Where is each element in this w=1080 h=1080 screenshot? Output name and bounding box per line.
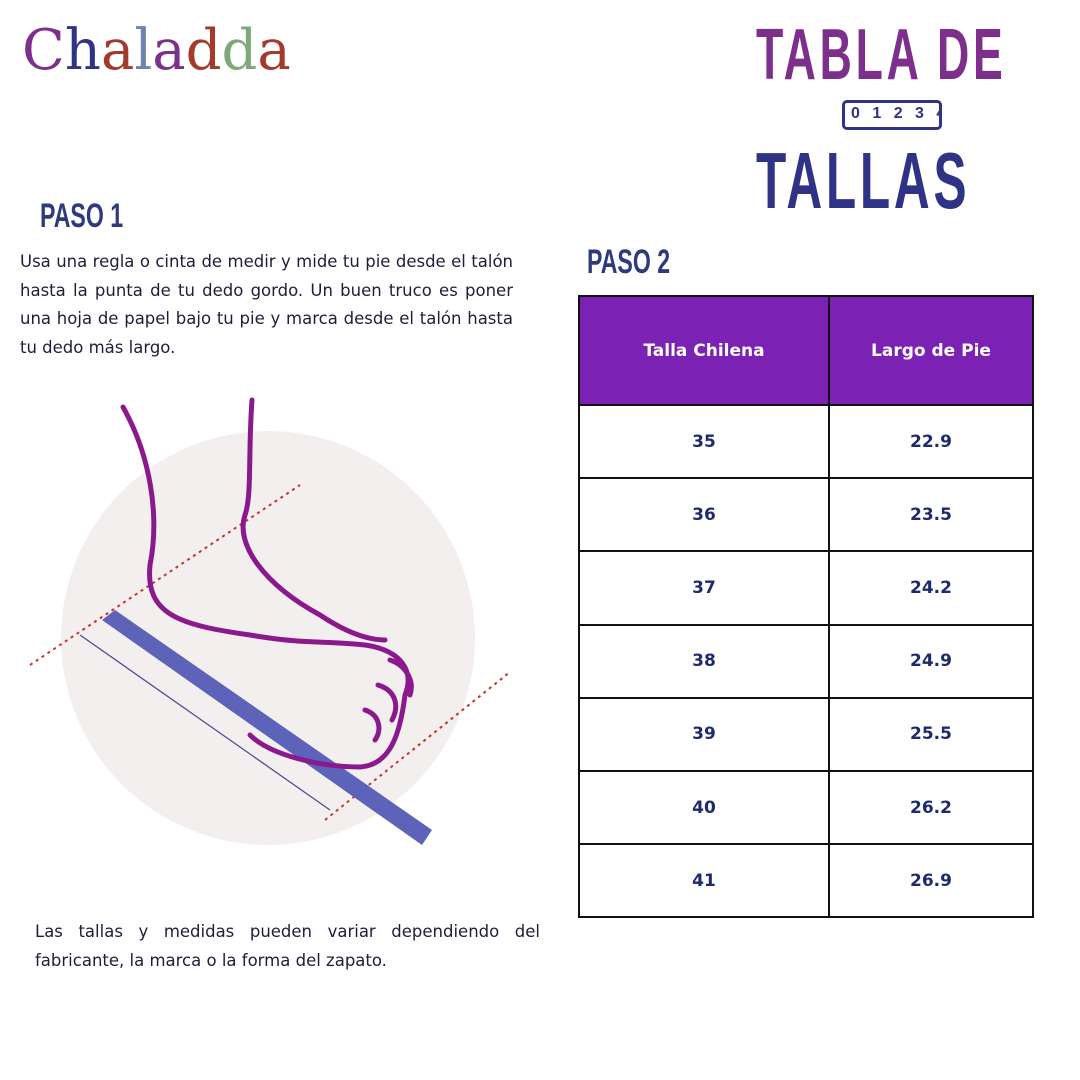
length-cell: 25.5 — [828, 696, 1034, 772]
page-title-line2: TALLAS — [756, 136, 971, 225]
page-title-line1: TABLA DE — [756, 15, 1007, 95]
size-cell: 36 — [578, 477, 830, 553]
length-cell: 24.9 — [828, 623, 1034, 699]
length-cell: 22.9 — [828, 403, 1034, 480]
table-row: 37 24.2 — [578, 550, 1034, 626]
size-table: Talla Chilena Largo de Pie 35 22.9 36 23.5 … — [578, 295, 1034, 919]
column-header: Talla Chilena — [578, 295, 830, 406]
table-row: 36 23.5 — [578, 477, 1034, 553]
size-cell: 41 — [578, 843, 830, 919]
length-cell: 23.5 — [828, 477, 1034, 553]
foot-outline — [120, 397, 414, 770]
column-header: Largo de Pie — [828, 295, 1034, 406]
length-cell: 24.2 — [828, 550, 1034, 626]
step2-heading: PASO 2 — [587, 243, 671, 281]
brand-logo: Chaladda — [22, 18, 291, 83]
table-row: 38 24.9 — [578, 623, 1034, 699]
step1-text: Usa una regla o cinta de medir y mide tu… — [20, 252, 513, 357]
toe-guide-line — [324, 671, 511, 821]
length-cell: 26.2 — [828, 769, 1034, 846]
ruler-icon: 0 1 2 3 4 — [842, 100, 942, 130]
length-arrow — [79, 634, 331, 811]
size-cell: 40 — [578, 769, 830, 846]
size-cell: 37 — [578, 550, 830, 626]
disclaimer-note: Las tallas y medidas pueden variar depen… — [35, 922, 540, 970]
table-row: 35 22.9 — [578, 403, 1034, 480]
table-row: 41 26.9 — [578, 843, 1034, 919]
step1-heading: PASO 1 — [40, 197, 124, 235]
table-row: 40 26.2 — [578, 769, 1034, 846]
length-cell: 26.9 — [828, 843, 1034, 919]
table-row: 39 25.5 — [578, 696, 1034, 772]
size-cell: 38 — [578, 623, 830, 699]
size-cell: 39 — [578, 696, 830, 772]
heel-guide-line — [29, 484, 301, 666]
ruler-shape — [102, 610, 432, 845]
foot-measure-illustration — [29, 397, 511, 845]
size-cell: 35 — [578, 403, 830, 480]
